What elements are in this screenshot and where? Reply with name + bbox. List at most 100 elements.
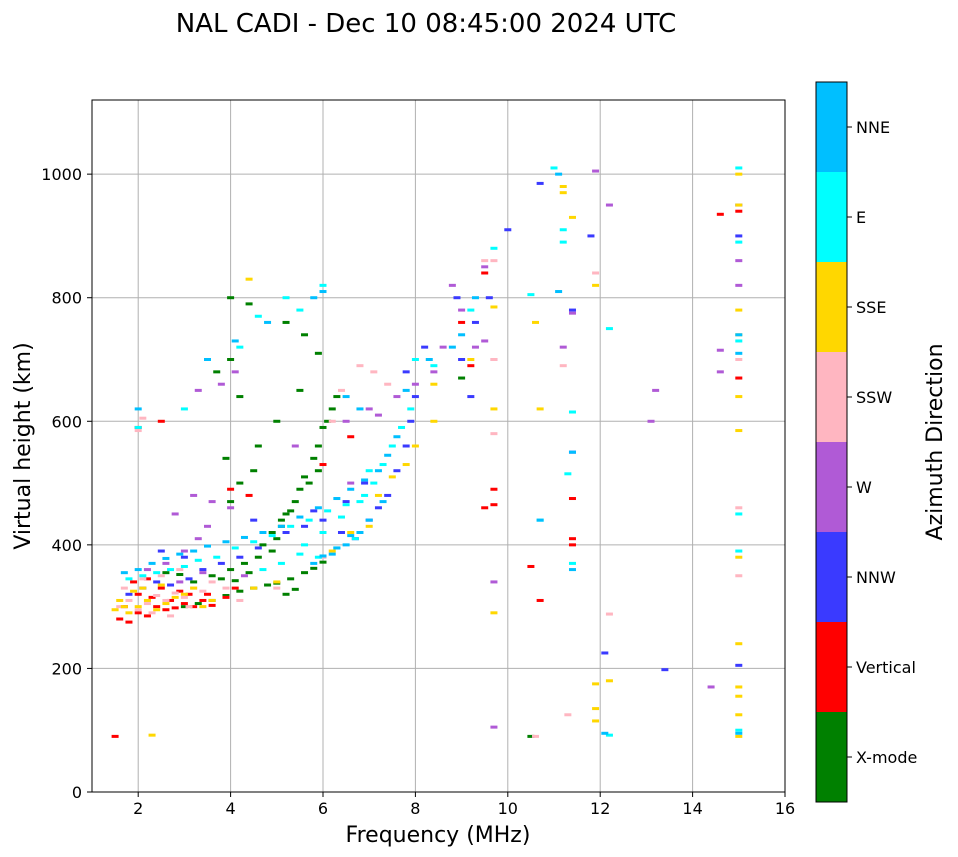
data-point [282, 512, 290, 516]
data-point [337, 388, 345, 392]
data-point [180, 595, 188, 599]
data-point [402, 370, 410, 374]
data-point [735, 339, 743, 343]
series-e [125, 166, 743, 737]
data-point [398, 425, 406, 429]
data-point [245, 277, 253, 281]
data-point [162, 598, 170, 602]
data-point [217, 561, 225, 565]
data-point [245, 493, 253, 497]
data-point [310, 509, 318, 513]
data-point [222, 540, 230, 544]
data-point [568, 410, 576, 414]
data-point [296, 552, 304, 556]
data-point [448, 345, 456, 349]
data-point [171, 606, 179, 610]
data-point [467, 358, 475, 361]
data-point [425, 358, 433, 361]
data-point [568, 215, 576, 219]
data-point [735, 395, 743, 399]
data-point [199, 605, 207, 609]
colorbar-tick-label: W [856, 478, 872, 497]
data-point [282, 531, 290, 534]
y-tick-label: 200 [51, 659, 82, 678]
data-point [162, 602, 170, 606]
data-point [310, 566, 318, 570]
data-point [264, 320, 272, 324]
data-point [568, 561, 576, 565]
data-point [125, 577, 133, 581]
data-point [356, 500, 364, 504]
data-point [264, 583, 272, 587]
data-point [111, 608, 119, 612]
data-point [411, 395, 419, 399]
data-point [430, 419, 438, 423]
data-point [314, 444, 322, 448]
data-point [314, 469, 322, 473]
data-point [735, 333, 743, 337]
data-point [134, 608, 142, 612]
data-point [282, 296, 290, 300]
data-point [180, 407, 188, 411]
data-point [568, 537, 576, 541]
data-point [735, 685, 743, 689]
data-point [208, 603, 216, 607]
data-point [471, 345, 479, 349]
data-point [652, 388, 660, 392]
data-point [116, 605, 124, 609]
data-point [319, 560, 327, 564]
data-point [185, 605, 193, 609]
data-point [162, 608, 170, 612]
data-point [125, 611, 133, 615]
data-point [592, 169, 600, 173]
data-point [277, 524, 285, 528]
colorbar-tick-label: E [856, 208, 866, 227]
data-point [379, 463, 387, 467]
x-tick-label: 6 [318, 799, 328, 818]
data-point [120, 605, 128, 609]
data-point [185, 592, 193, 596]
colorbar-tick-label: SSW [856, 388, 892, 407]
data-point [153, 608, 161, 612]
data-point [735, 734, 743, 738]
data-point [222, 594, 230, 598]
y-tick-label: 400 [51, 536, 82, 555]
data-point [259, 531, 267, 534]
data-point [458, 320, 466, 324]
data-point [605, 733, 613, 737]
data-point [217, 382, 225, 386]
data-point [735, 506, 743, 510]
data-point [559, 191, 567, 195]
series-sse [111, 172, 743, 738]
data-point [227, 506, 235, 510]
data-point [374, 413, 382, 417]
data-point [605, 203, 613, 207]
data-point [268, 531, 276, 534]
data-point [194, 558, 202, 562]
data-point [370, 370, 378, 374]
data-point [467, 364, 475, 368]
data-point [130, 589, 138, 593]
data-point [134, 425, 142, 429]
colorbar-label: Azimuth Direction [923, 343, 948, 540]
series-w [143, 169, 743, 729]
data-point [407, 407, 415, 411]
data-point [222, 456, 230, 460]
data-point [481, 339, 489, 343]
data-point [167, 568, 175, 572]
data-point [240, 535, 248, 539]
data-point [291, 500, 299, 504]
data-point [277, 561, 285, 565]
data-point [568, 543, 576, 547]
data-point [536, 598, 544, 602]
data-point [328, 419, 336, 423]
data-point [222, 586, 230, 590]
data-point [481, 506, 489, 510]
data-point [139, 577, 147, 581]
data-point [370, 481, 378, 485]
data-point [735, 713, 743, 717]
data-point [536, 518, 544, 522]
data-point [176, 552, 184, 556]
data-point [490, 358, 498, 361]
data-point [735, 203, 743, 207]
